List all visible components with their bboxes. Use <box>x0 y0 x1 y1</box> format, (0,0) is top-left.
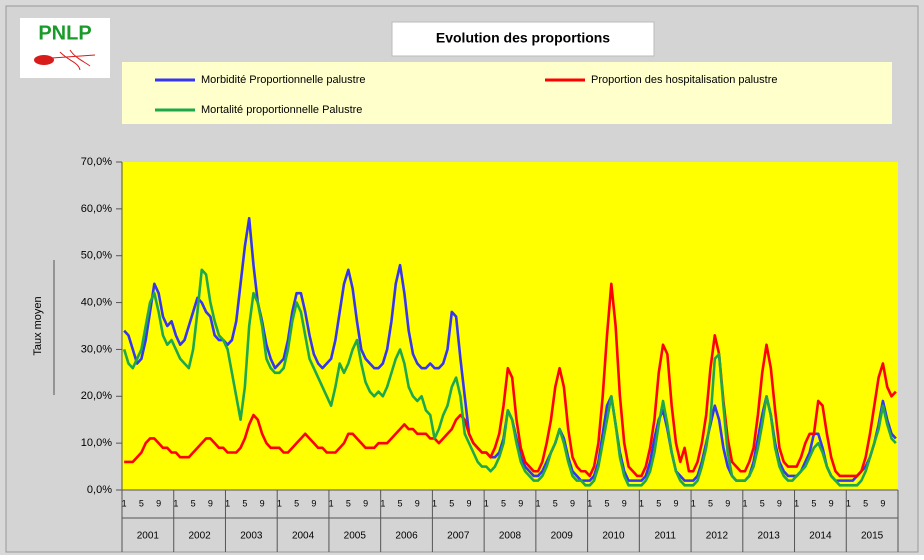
x-group-label: 2003 <box>240 531 263 542</box>
plot-area <box>122 162 898 490</box>
x-tick-label: 1 <box>329 498 334 508</box>
x-tick-label: 9 <box>725 498 730 508</box>
x-group-label: 2015 <box>861 531 884 542</box>
x-tick-label: 1 <box>846 498 851 508</box>
x-tick-label: 9 <box>260 498 265 508</box>
x-group-label: 2014 <box>809 531 832 542</box>
x-tick-label: 5 <box>398 498 403 508</box>
series-line <box>124 282 897 478</box>
y-tick-label: 10,0% <box>81 437 112 449</box>
chart-title: Evolution des proportions <box>436 30 610 46</box>
x-tick-label: 9 <box>673 498 678 508</box>
x-tick-label: 9 <box>208 498 213 508</box>
x-tick-label: 5 <box>604 498 609 508</box>
x-tick-label: 9 <box>777 498 782 508</box>
x-tick-label: 1 <box>484 498 489 508</box>
x-tick-label: 1 <box>742 498 747 508</box>
x-group-label: 2002 <box>188 531 211 542</box>
x-tick-label: 5 <box>811 498 816 508</box>
x-tick-label: 1 <box>587 498 592 508</box>
x-tick-label: 9 <box>467 498 472 508</box>
legend-label: Morbidité Proportionnelle palustre <box>201 74 365 86</box>
x-group-label: 2008 <box>499 531 522 542</box>
x-tick-label: 5 <box>656 498 661 508</box>
x-tick-label: 9 <box>311 498 316 508</box>
x-tick-label: 1 <box>380 498 385 508</box>
x-group-label: 2013 <box>758 531 781 542</box>
logo-text: PNLP <box>38 22 91 44</box>
logo-background <box>20 18 110 78</box>
y-tick-label: 30,0% <box>81 343 112 355</box>
x-group-label: 2004 <box>292 531 315 542</box>
legend-label: Proportion des hospitalisation palustre <box>591 74 778 86</box>
x-tick-label: 9 <box>363 498 368 508</box>
x-tick-label: 5 <box>242 498 247 508</box>
logo: PNLP <box>20 18 110 78</box>
x-group-label: 2012 <box>706 531 729 542</box>
x-tick-label: 5 <box>139 498 144 508</box>
y-axis-title: Taux moyen <box>32 296 44 355</box>
x-tick-label: 1 <box>691 498 696 508</box>
x-tick-label: 9 <box>622 498 627 508</box>
x-tick-label: 9 <box>518 498 523 508</box>
x-tick-label: 9 <box>829 498 834 508</box>
x-tick-label: 5 <box>294 498 299 508</box>
x-group-label: 2007 <box>447 531 470 542</box>
series-line <box>122 268 897 487</box>
x-tick-label: 1 <box>794 498 799 508</box>
legend-label: Mortalité proportionnelle Palustre <box>201 104 362 116</box>
x-group-label: 2010 <box>602 531 625 542</box>
x-tick-label: 9 <box>880 498 885 508</box>
x-group-label: 2001 <box>137 531 160 542</box>
y-tick-label: 60,0% <box>81 203 112 215</box>
x-tick-label: 1 <box>639 498 644 508</box>
x-tick-label: 1 <box>277 498 282 508</box>
x-tick-label: 5 <box>760 498 765 508</box>
x-tick-label: 5 <box>863 498 868 508</box>
y-tick-label: 50,0% <box>81 250 112 262</box>
x-tick-label: 9 <box>415 498 420 508</box>
x-tick-label: 5 <box>191 498 196 508</box>
x-tick-label: 5 <box>553 498 558 508</box>
x-tick-label: 5 <box>449 498 454 508</box>
logo-mosquito <box>34 55 54 65</box>
x-tick-label: 5 <box>708 498 713 508</box>
x-tick-label: 9 <box>570 498 575 508</box>
x-tick-label: 1 <box>432 498 437 508</box>
x-tick-label: 9 <box>156 498 161 508</box>
legend-box <box>122 62 892 124</box>
title-box <box>391 21 655 57</box>
y-tick-label: 70,0% <box>81 156 112 168</box>
x-group-label: 2011 <box>654 531 676 542</box>
y-tick-label: 40,0% <box>81 296 112 308</box>
x-tick-label: 1 <box>225 498 230 508</box>
x-tick-label: 5 <box>346 498 351 508</box>
x-tick-label: 1 <box>536 498 541 508</box>
x-tick-label: 5 <box>501 498 506 508</box>
x-group-label: 2006 <box>395 531 418 542</box>
y-tick-label: 20,0% <box>81 390 112 402</box>
x-tick-label: 1 <box>122 498 127 508</box>
y-tick-label: 0,0% <box>87 484 112 496</box>
logo-wings <box>51 49 96 71</box>
x-group-label: 2005 <box>344 531 367 542</box>
x-group-label: 2009 <box>551 531 574 542</box>
x-tick-label: 1 <box>173 498 178 508</box>
